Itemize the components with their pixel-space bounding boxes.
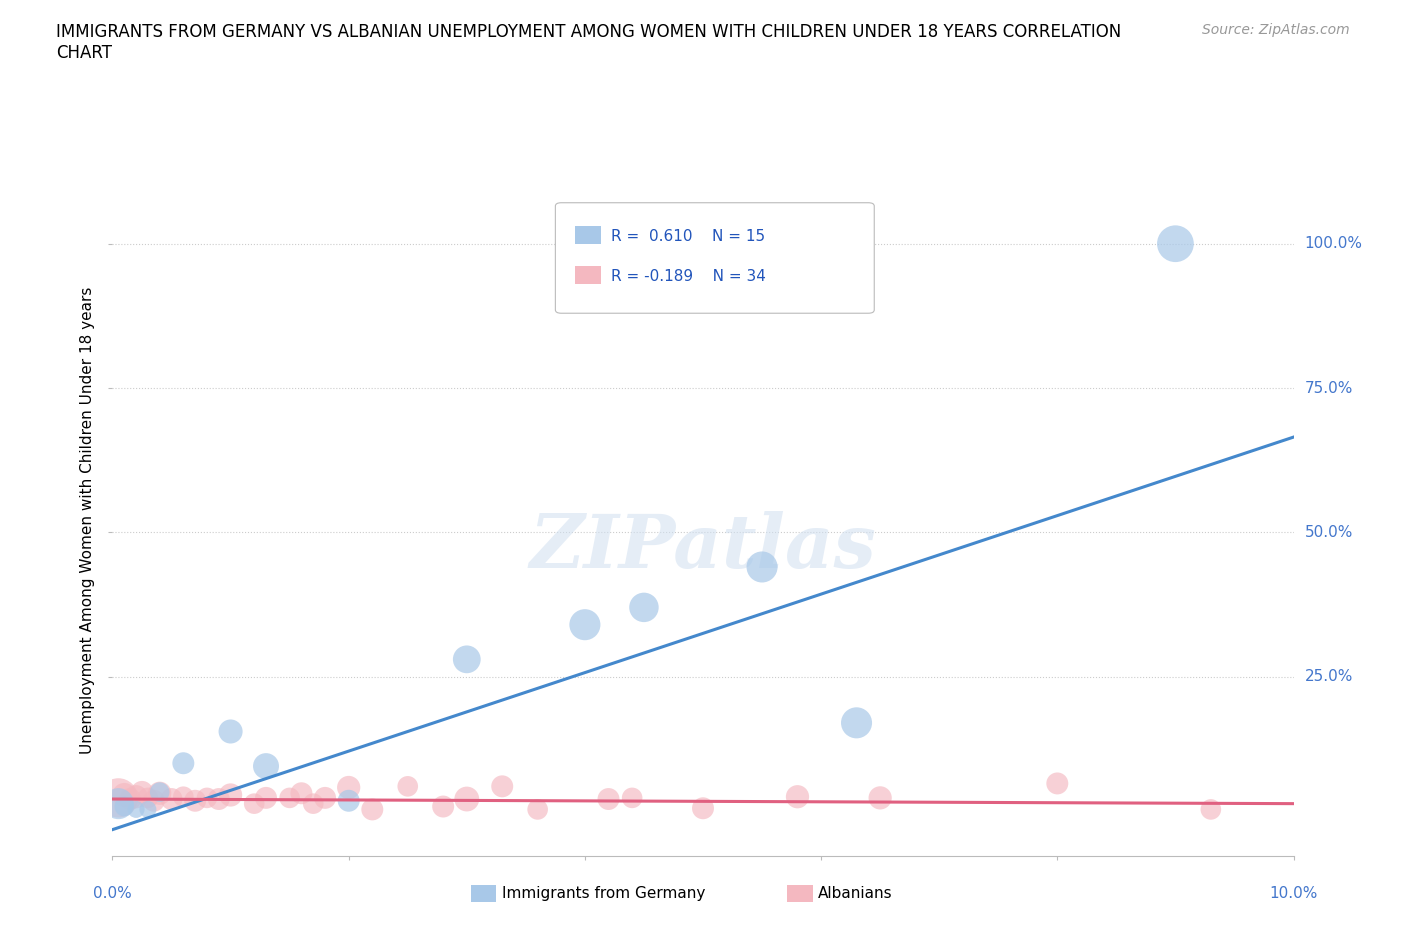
Text: 25.0%: 25.0% xyxy=(1305,670,1353,684)
FancyBboxPatch shape xyxy=(555,203,875,313)
Text: ZIPatlas: ZIPatlas xyxy=(530,512,876,584)
Point xyxy=(125,802,148,817)
Point xyxy=(172,756,194,771)
Point xyxy=(243,796,266,811)
Point xyxy=(302,796,325,811)
Y-axis label: Unemployment Among Women with Children Under 18 years: Unemployment Among Women with Children U… xyxy=(80,287,96,754)
Point xyxy=(184,793,207,808)
Text: 75.0%: 75.0% xyxy=(1305,380,1353,395)
FancyBboxPatch shape xyxy=(575,266,602,284)
Point xyxy=(149,786,172,801)
Point xyxy=(290,786,312,801)
Point xyxy=(107,790,129,805)
Point xyxy=(107,796,129,811)
Point xyxy=(456,791,478,806)
Point xyxy=(396,779,419,794)
FancyBboxPatch shape xyxy=(575,226,602,244)
Point xyxy=(598,791,620,806)
Point xyxy=(361,802,384,817)
Point xyxy=(112,799,135,814)
Point xyxy=(112,788,135,803)
Point xyxy=(1164,236,1187,251)
Point xyxy=(136,802,159,817)
Point xyxy=(254,759,277,774)
Point xyxy=(136,790,159,805)
Point xyxy=(142,793,165,808)
Point xyxy=(278,790,301,805)
Point xyxy=(254,790,277,805)
Text: Immigrants from Germany: Immigrants from Germany xyxy=(502,886,706,901)
Text: CHART: CHART xyxy=(56,44,112,61)
Point xyxy=(195,790,218,805)
Point xyxy=(1046,776,1069,790)
Point xyxy=(692,801,714,816)
Point xyxy=(456,652,478,667)
Point xyxy=(172,790,194,804)
Point xyxy=(337,793,360,808)
Text: 10.0%: 10.0% xyxy=(1270,886,1317,901)
Point xyxy=(574,618,596,632)
Point xyxy=(208,791,231,806)
Text: Source: ZipAtlas.com: Source: ZipAtlas.com xyxy=(1202,23,1350,37)
Point xyxy=(219,788,242,803)
Point xyxy=(526,802,548,817)
Point xyxy=(337,780,360,795)
Point xyxy=(160,791,183,806)
Point xyxy=(314,790,336,805)
Text: 50.0%: 50.0% xyxy=(1305,525,1353,539)
Point xyxy=(491,779,513,794)
Text: 100.0%: 100.0% xyxy=(1305,236,1362,251)
Point xyxy=(131,785,153,800)
Point xyxy=(149,785,172,800)
Point xyxy=(219,724,242,739)
Point xyxy=(786,790,808,804)
Point xyxy=(633,600,655,615)
Point xyxy=(120,791,142,806)
Text: R =  0.610    N = 15: R = 0.610 N = 15 xyxy=(610,229,765,244)
Point xyxy=(751,560,773,575)
Point xyxy=(1199,802,1222,817)
Text: IMMIGRANTS FROM GERMANY VS ALBANIAN UNEMPLOYMENT AMONG WOMEN WITH CHILDREN UNDER: IMMIGRANTS FROM GERMANY VS ALBANIAN UNEM… xyxy=(56,23,1122,41)
Point xyxy=(845,715,868,730)
Point xyxy=(432,799,454,814)
Point xyxy=(125,790,148,804)
Text: 0.0%: 0.0% xyxy=(93,886,132,901)
Point xyxy=(869,790,891,805)
Text: Albanians: Albanians xyxy=(818,886,893,901)
Text: R = -0.189    N = 34: R = -0.189 N = 34 xyxy=(610,269,766,284)
Point xyxy=(621,790,644,805)
